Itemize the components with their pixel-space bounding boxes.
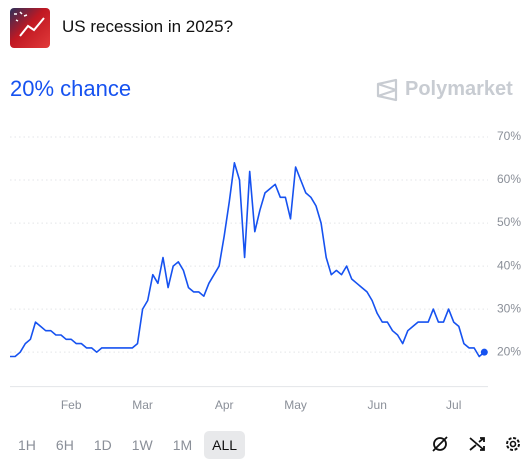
range-button[interactable]: 1D [93,437,112,453]
market-title: US recession in 2025? [62,17,234,36]
x-tick-label: May [284,398,307,412]
range-button[interactable]: 1W [131,437,153,453]
icon-trend [19,17,45,37]
x-tick-label: Jul [446,398,461,412]
y-tick-label: 50% [497,215,521,229]
range-button[interactable]: 1M [172,437,193,453]
brand-name: Polymarket [405,78,513,100]
x-tick-label: Mar [132,398,153,412]
x-tick-label: Jun [368,398,387,412]
icon-stars [14,11,28,22]
y-tick-label: 20% [497,344,521,358]
price-line [10,162,485,358]
y-tick-label: 30% [497,301,521,315]
x-tick-label: Feb [61,398,82,412]
x-tick-label: Apr [215,398,234,412]
settings-icon[interactable] [506,437,520,451]
brand-logo [376,78,398,102]
y-tick-label: 60% [497,172,521,186]
range-button[interactable]: 1H [18,437,36,453]
range-selector: 1H 6H 1D 1W 1M ALL [10,431,246,459]
y-tick-label: 70% [497,129,521,143]
endpoint-dot [480,348,488,356]
refresh-icon[interactable] [432,436,448,452]
y-tick-label: 40% [497,258,521,272]
range-button[interactable]: ALL [204,431,246,459]
chance-headline: 20% chance [10,76,132,101]
range-button[interactable]: 6H [55,437,74,453]
shuffle-icon[interactable] [469,437,485,451]
